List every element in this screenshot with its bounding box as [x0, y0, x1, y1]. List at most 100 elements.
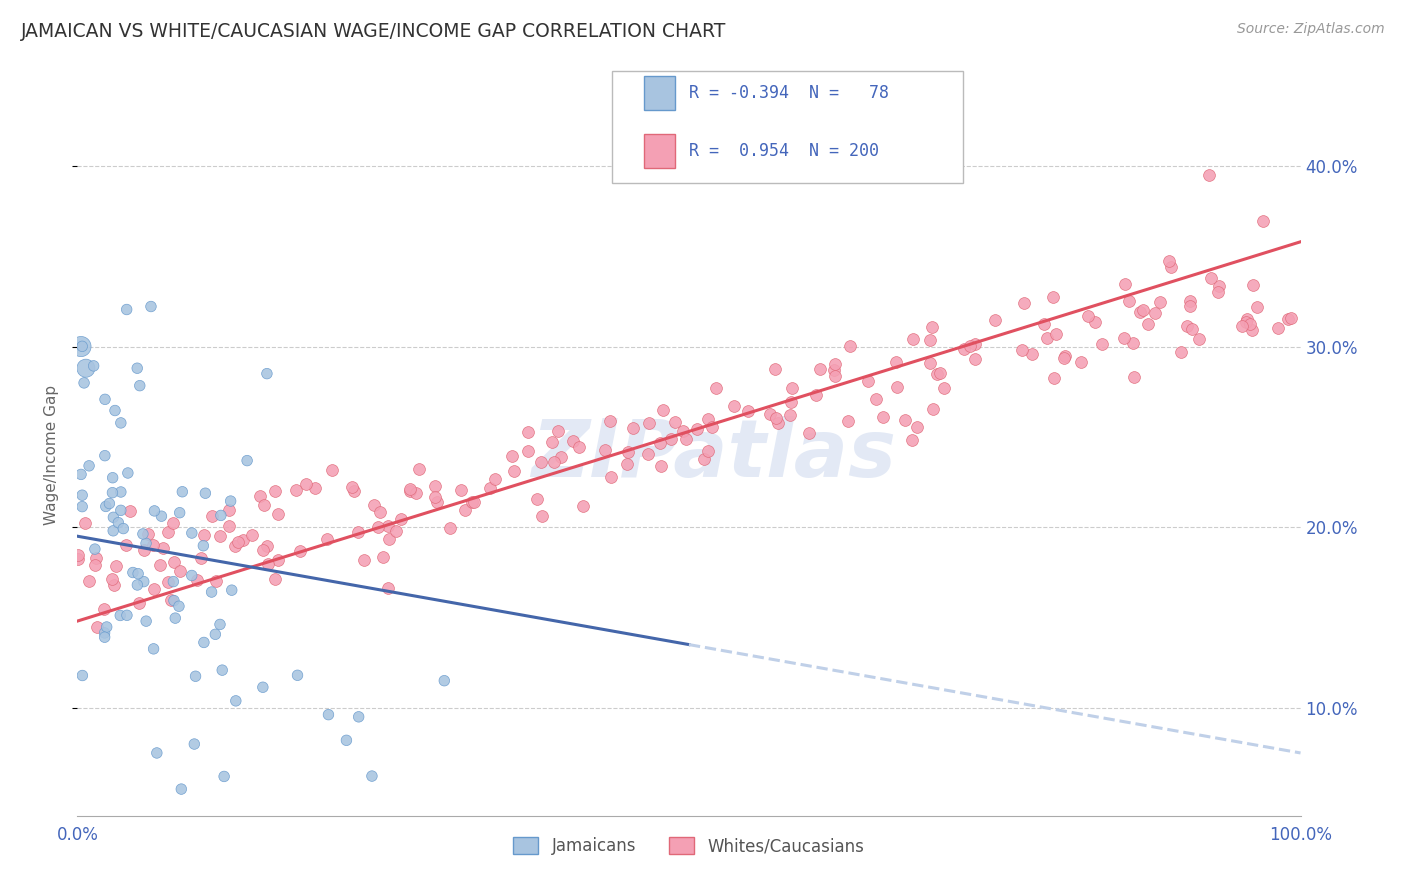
Point: [132, 542, 155, 557]
Point: [115, 608, 138, 623]
Point: [368, 505, 391, 519]
Point: [423, 479, 446, 493]
Point: [824, 369, 846, 384]
Point: [704, 380, 727, 394]
Point: [66, 552, 89, 566]
Point: [1178, 293, 1201, 308]
Point: [128, 378, 150, 392]
Point: [959, 339, 981, 353]
Point: [1077, 310, 1099, 324]
Point: [823, 363, 845, 377]
Point: [839, 339, 862, 353]
Point: [1114, 277, 1136, 292]
Point: [122, 566, 145, 580]
Point: [723, 400, 745, 414]
Point: [295, 476, 318, 491]
Point: [502, 464, 524, 478]
Point: [264, 483, 287, 498]
Point: [616, 445, 638, 459]
Point: [797, 426, 820, 441]
Point: [616, 457, 638, 471]
Point: [408, 462, 430, 476]
Point: [1230, 319, 1253, 334]
Point: [824, 357, 846, 371]
Point: [593, 443, 616, 458]
Point: [702, 420, 724, 434]
Point: [905, 420, 928, 434]
Point: [346, 524, 368, 539]
Point: [1091, 336, 1114, 351]
Point: [232, 533, 254, 547]
Point: [180, 568, 202, 582]
Point: [405, 485, 427, 500]
Point: [1277, 311, 1299, 326]
Point: [963, 336, 986, 351]
Point: [1198, 168, 1220, 182]
Point: [763, 362, 786, 376]
Point: [1054, 350, 1077, 364]
Text: Source: ZipAtlas.com: Source: ZipAtlas.com: [1237, 22, 1385, 37]
Point: [650, 459, 672, 474]
Point: [163, 593, 186, 607]
Point: [1267, 320, 1289, 334]
Text: ZIPatlas: ZIPatlas: [531, 416, 896, 494]
Point: [165, 611, 187, 625]
Point: [143, 582, 166, 596]
Point: [127, 578, 149, 592]
Point: [149, 558, 172, 572]
Point: [384, 524, 406, 538]
Point: [156, 524, 179, 539]
Point: [83, 542, 105, 557]
Point: [1052, 351, 1074, 365]
Point: [651, 403, 673, 417]
Point: [1045, 326, 1067, 341]
Point: [768, 416, 790, 430]
Point: [127, 361, 149, 376]
Text: R = -0.394  N =   78: R = -0.394 N = 78: [689, 84, 889, 102]
Point: [737, 404, 759, 418]
Point: [218, 503, 240, 517]
Point: [856, 374, 879, 388]
Point: [162, 516, 184, 530]
Point: [389, 512, 412, 526]
Point: [517, 444, 540, 458]
Point: [209, 508, 232, 523]
Point: [837, 414, 859, 428]
Point: [93, 602, 115, 616]
Point: [1236, 311, 1258, 326]
Point: [73, 376, 96, 390]
Point: [226, 535, 249, 549]
Point: [1122, 370, 1144, 384]
Point: [142, 641, 165, 656]
Point: [900, 433, 922, 447]
Point: [256, 367, 278, 381]
Point: [399, 482, 422, 496]
Point: [1206, 285, 1229, 300]
Point: [256, 539, 278, 553]
Point: [104, 559, 127, 574]
Point: [1132, 302, 1154, 317]
Point: [1137, 317, 1160, 331]
Point: [117, 466, 139, 480]
Point: [193, 528, 215, 542]
Point: [953, 342, 976, 356]
Point: [167, 599, 190, 614]
Point: [184, 669, 207, 683]
Point: [267, 507, 290, 521]
Point: [780, 394, 803, 409]
Point: [180, 526, 202, 541]
Point: [72, 668, 94, 682]
Point: [75, 361, 97, 376]
Point: [190, 551, 212, 566]
Point: [1234, 315, 1257, 329]
Point: [377, 518, 399, 533]
Point: [1246, 300, 1268, 314]
Point: [93, 626, 115, 640]
Point: [142, 538, 165, 552]
Point: [1021, 347, 1043, 361]
Point: [256, 557, 278, 571]
Point: [1208, 279, 1230, 293]
Point: [599, 414, 621, 428]
Point: [531, 509, 554, 524]
Point: [1239, 317, 1261, 331]
